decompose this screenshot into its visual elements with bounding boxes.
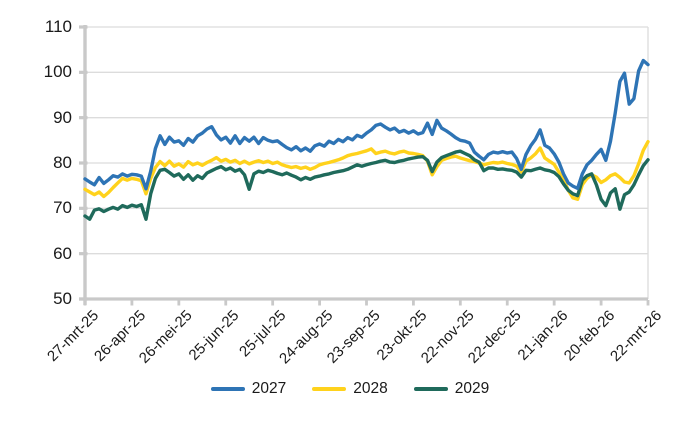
series-line-2028 [83, 139, 650, 202]
legend-item-2029: 2029 [413, 380, 490, 398]
series-line-2029 [83, 149, 650, 221]
y-axis-label-90: 90 [53, 107, 72, 127]
y-axis-label-110: 110 [44, 17, 72, 36]
legend-swatch-2029 [413, 386, 448, 392]
legend-item-2027: 2027 [210, 380, 287, 398]
legend-label-2027: 2027 [251, 380, 287, 397]
series-line-2027 [83, 58, 650, 191]
y-axis-label-80: 80 [53, 153, 72, 172]
legend: 2027 2028 2029 [0, 379, 700, 399]
legend-label-2029: 2029 [454, 380, 490, 397]
legend-swatch-2028 [312, 386, 347, 392]
y-axis-label-100: 100 [43, 62, 72, 82]
y-axis-label-50: 50 [53, 289, 72, 308]
legend-swatch-2027 [210, 386, 245, 392]
y-axis-label-70: 70 [53, 198, 72, 218]
y-axis-label-60: 60 [53, 243, 72, 263]
legend-item-2028: 2028 [312, 380, 388, 398]
legend-label-2028: 2028 [353, 380, 388, 397]
